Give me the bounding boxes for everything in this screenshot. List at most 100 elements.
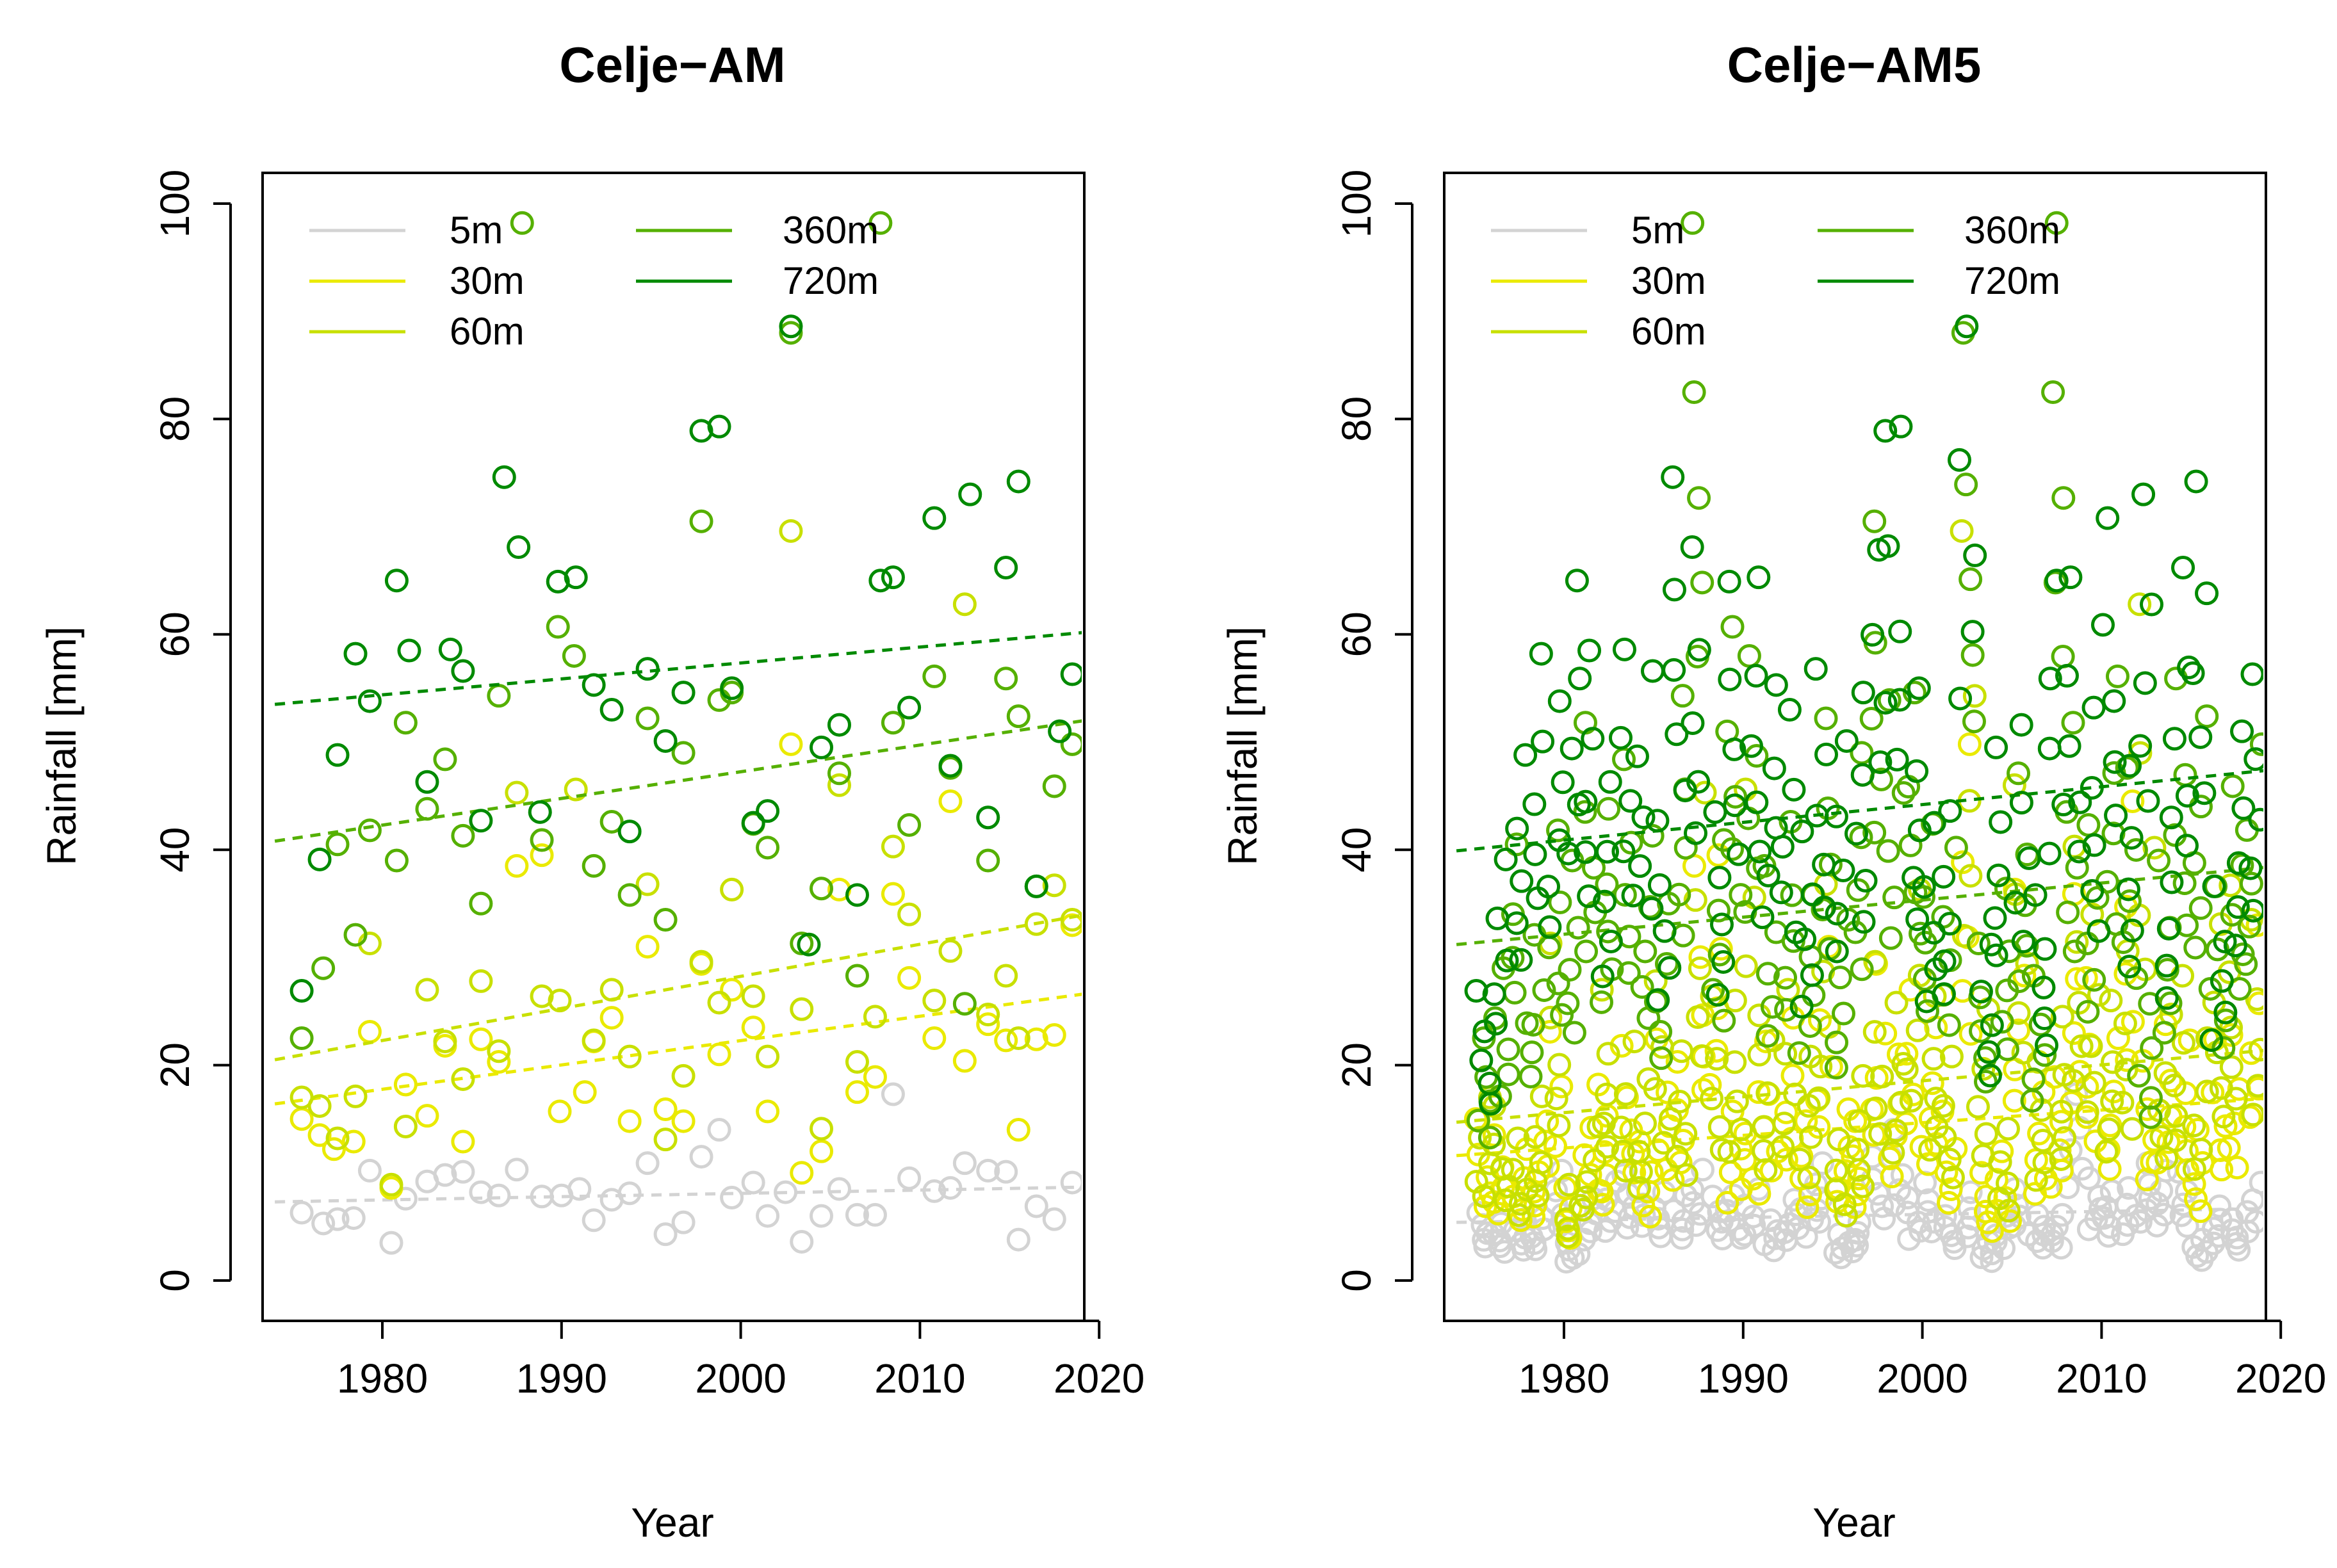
- data-point: [2065, 930, 2089, 954]
- data-point: [2240, 662, 2263, 686]
- data-point: [1048, 719, 1072, 743]
- data-point: [2100, 1089, 2124, 1113]
- data-point: [2049, 1236, 2073, 1260]
- data-point: [438, 637, 462, 661]
- data-point: [2133, 671, 2157, 695]
- data-point: [1529, 1084, 1554, 1108]
- data-point: [868, 211, 893, 235]
- data-point: [1795, 1195, 1820, 1219]
- data-point: [2188, 725, 2213, 749]
- data-point: [2188, 795, 2213, 819]
- data-point: [1969, 1019, 1993, 1043]
- data-point: [1466, 1108, 1490, 1133]
- data-point: [1954, 473, 1978, 497]
- data-point: [1645, 809, 1670, 833]
- data-point: [397, 638, 421, 663]
- data-point: [2184, 1187, 2208, 1211]
- data-point: [311, 1211, 336, 1236]
- data-point: [653, 1128, 678, 1152]
- data-point: [2205, 937, 2229, 962]
- data-point: [1638, 1204, 1663, 1229]
- data-point: [1556, 1224, 1580, 1249]
- data-point: [756, 1044, 780, 1069]
- data-point: [2217, 1136, 2241, 1160]
- series-60m: [1456, 519, 2263, 1249]
- data-point: [1741, 1204, 1766, 1229]
- data-point: [1825, 901, 1849, 926]
- data-point: [1482, 982, 1506, 1006]
- y-axis: 0 20 40 60 80 100: [152, 170, 232, 1292]
- y-tick-label: 60: [1333, 611, 1380, 657]
- data-point: [1988, 1150, 2012, 1174]
- data-point: [2135, 1167, 2159, 1192]
- data-point: [546, 615, 570, 639]
- data-point: [1847, 1109, 1871, 1133]
- data-point: [2175, 784, 2199, 808]
- data-point: [2249, 732, 2263, 756]
- data-point: [938, 939, 963, 963]
- y-tick-label: 0: [1333, 1269, 1380, 1292]
- data-point: [415, 1104, 439, 1128]
- data-point: [617, 883, 642, 907]
- legend-label: 5m: [1631, 209, 1684, 252]
- data-point: [1501, 1158, 1525, 1182]
- data-point: [2184, 469, 2208, 494]
- data-point: [707, 688, 731, 712]
- data-point: [2192, 781, 2217, 805]
- chart-title: Celje−AM: [559, 36, 785, 93]
- data-point: [2062, 1021, 2086, 1046]
- data-point: [1504, 832, 1529, 857]
- legend-label: 60m: [450, 310, 525, 353]
- data-point: [1939, 1177, 1963, 1201]
- data-point: [994, 1160, 1018, 1184]
- data-point: [1557, 1172, 1581, 1197]
- legend-item-360m: 360m: [636, 209, 879, 252]
- data-point: [1592, 889, 1616, 914]
- data-point: [2076, 813, 2101, 837]
- data-point: [1595, 839, 1620, 864]
- data-point: [2131, 482, 2156, 506]
- data-point: [1633, 1111, 1657, 1136]
- data-point: [1725, 1089, 1749, 1113]
- data-point: [1769, 880, 1793, 905]
- data-point: [1894, 1042, 1919, 1066]
- data-point: [289, 1107, 314, 1131]
- data-point: [2248, 807, 2263, 832]
- data-point: [653, 729, 678, 753]
- data-point: [1547, 1113, 1571, 1138]
- data-point: [897, 695, 922, 720]
- data-point: [922, 989, 947, 1013]
- data-point: [1595, 872, 1619, 896]
- data-point: [810, 1204, 834, 1228]
- data-point: [1597, 796, 1621, 821]
- data-point: [756, 799, 780, 823]
- data-point: [1957, 732, 1982, 756]
- data-point: [1831, 1001, 1855, 1026]
- data-point: [1583, 1148, 1607, 1172]
- legend: 5m 30m 60m 360m 720m: [1491, 209, 2060, 353]
- data-point: [1468, 1126, 1492, 1150]
- data-point: [1568, 667, 1592, 691]
- data-point: [1686, 1005, 1710, 1030]
- data-point: [1006, 1118, 1030, 1142]
- data-point: [1599, 929, 1623, 953]
- data-point: [1464, 979, 1488, 1003]
- data-point: [1937, 1191, 1961, 1215]
- data-point: [1496, 1062, 1520, 1087]
- data-point: [1546, 971, 1570, 996]
- data-point: [1573, 800, 1597, 824]
- x-tick-label: 1980: [337, 1355, 428, 1402]
- data-point: [2235, 818, 2259, 842]
- data-point: [528, 800, 552, 824]
- data-point: [1774, 998, 1798, 1022]
- data-point: [2226, 895, 2250, 919]
- data-point: [1836, 1097, 1861, 1122]
- data-point: [2210, 1158, 2234, 1182]
- data-point: [863, 1065, 887, 1089]
- data-point: [1755, 1024, 1780, 1048]
- chart-title: Celje−AM5: [1727, 36, 1982, 93]
- data-point: [635, 706, 660, 731]
- data-point: [1006, 1026, 1030, 1051]
- data-point: [289, 1026, 314, 1051]
- data-point: [994, 556, 1018, 580]
